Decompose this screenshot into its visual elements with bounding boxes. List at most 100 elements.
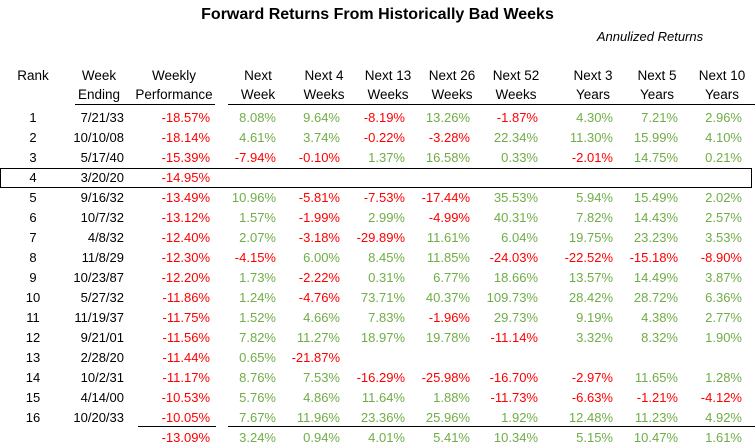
next-26-weeks-cell: -3.28%	[428, 130, 470, 145]
next-13-weeks-cell: 1.37%	[368, 150, 405, 165]
next-5-years-cell: 7.21%	[641, 110, 678, 125]
rank-cell: 4	[29, 170, 37, 185]
header-next-5-years: Next 5 Years	[637, 68, 677, 102]
weekly-performance-cell: -14.95%	[161, 170, 210, 185]
next-4-weeks-cell: -4.76%	[298, 290, 340, 305]
rank-cell: 3	[29, 150, 37, 165]
table-row: 13 2/28/20 -11.44% 0.65% -21.87%	[0, 348, 755, 368]
next-5-years-cell: 23.23%	[633, 230, 678, 245]
next-26-weeks-cell: 16.58%	[425, 150, 470, 165]
weekly-performance-cell: -15.39%	[161, 150, 210, 165]
next-5-years-cell: 11.65%	[634, 370, 678, 385]
rank-cell: 14	[25, 370, 41, 385]
next-52-weeks-cell: -11.73%	[490, 390, 538, 405]
rank-cell: 13	[25, 350, 41, 365]
next-3-years-cell: -6.63%	[571, 390, 613, 405]
week-ending-cell: 9/16/32	[80, 190, 124, 205]
rank-cell: 2	[29, 130, 37, 145]
next-3-years-cell: 12.48%	[568, 410, 613, 425]
average-row: -13.09% 3.24% 0.94% 4.01% 5.41% 10.34% 5.15% 10…	[0, 428, 755, 448]
table-row: 8 11/8/29 -12.30% -4.15% 6.00% 8.45% 11.85% -24…	[0, 248, 755, 268]
next-10-years-cell: 4.10%	[705, 130, 742, 145]
rank-cell: 7	[29, 230, 37, 245]
header-next-4-weeks: Next 4 Weeks	[303, 68, 345, 102]
weekly-performance-cell: -12.30%	[161, 250, 210, 265]
next-4-weeks-cell: 7.53%	[303, 370, 340, 385]
next-3-years-cell: -22.52%	[564, 250, 613, 265]
next-52-weeks-cell: 40.31%	[493, 210, 538, 225]
next-52-weeks-cell: 18.66%	[493, 270, 538, 285]
next-week-cell: -7.94%	[234, 150, 276, 165]
next-4-weeks-cell: 11.27%	[296, 330, 340, 345]
weekly-performance-cell: -18.57%	[161, 110, 210, 125]
next-week-cell: 1.52%	[239, 310, 276, 325]
week-ending-cell: 10/20/33	[73, 410, 124, 425]
week-ending-cell: 7/21/33	[80, 110, 124, 125]
next-13-weeks-cell: 2.99%	[368, 210, 405, 225]
next-26-weeks-cell: 6.77%	[433, 270, 470, 285]
next-52-weeks-cell: -24.03%	[489, 250, 538, 265]
table-row: 1 7/21/33 -18.57% 8.08% 9.64% -8.19% 13.26% -1.…	[0, 108, 755, 128]
average-weekly-cell: -13.09%	[161, 430, 210, 445]
next-10-years-cell: 3.53%	[705, 230, 742, 245]
next-4-weeks-cell: 11.96%	[296, 410, 340, 425]
next-13-weeks-cell: -29.89%	[356, 230, 405, 245]
next-week-cell: 4.61%	[239, 130, 276, 145]
next-3-years-cell: 28.42%	[568, 290, 613, 305]
table-row: 15 4/14/00 -10.53% 5.76% 4.86% 11.64% 1.88% -11…	[0, 388, 755, 408]
table-row: 5 9/16/32 -13.49% 10.96% -5.81% -7.53% -17.44%…	[0, 188, 755, 208]
next-10-years-cell: 6.36%	[705, 290, 742, 305]
week-ending-cell: 10/2/31	[80, 370, 124, 385]
next-26-weeks-cell: -17.44%	[421, 190, 470, 205]
next-5-years-cell: 14.75%	[633, 150, 678, 165]
header-week-ending: Week Ending	[77, 68, 121, 102]
average-next-13-weeks-cell: 4.01%	[368, 430, 405, 445]
next-week-cell: 1.24%	[239, 290, 276, 305]
next-10-years-cell: 2.96%	[705, 110, 742, 125]
table-row: 12 9/21/01 -11.56% 7.82% 11.27% 18.97% 19.78% -…	[0, 328, 755, 348]
next-26-weeks-cell: 13.26%	[425, 110, 470, 125]
next-5-years-cell: 14.49%	[633, 270, 678, 285]
next-10-years-cell: 2.02%	[705, 190, 742, 205]
header-weekly-performance: Weekly Performance	[135, 68, 213, 102]
weekly-performance-cell: -10.53%	[161, 390, 210, 405]
next-10-years-cell: 0.21%	[705, 150, 742, 165]
header-next-26-weeks: Next 26 Weeks	[428, 68, 476, 102]
next-5-years-cell: 15.49%	[633, 190, 678, 205]
weekly-performance-cell: -13.12%	[161, 210, 210, 225]
next-3-years-cell: 7.82%	[576, 210, 613, 225]
next-4-weeks-cell: 4.66%	[303, 310, 340, 325]
next-52-weeks-cell: 109.73%	[486, 290, 538, 305]
week-ending-cell: 10/7/32	[80, 210, 124, 225]
next-26-weeks-cell: 11.85%	[426, 250, 470, 265]
next-3-years-cell: 3.32%	[576, 330, 613, 345]
next-13-weeks-cell: 23.36%	[360, 410, 405, 425]
week-ending-cell: 4/8/32	[87, 230, 124, 245]
average-next-10-years-cell: 1.61%	[705, 430, 742, 445]
next-52-weeks-cell: 1.92%	[501, 410, 538, 425]
next-26-weeks-cell: 25.96%	[425, 410, 470, 425]
next-26-weeks-cell: 11.61%	[426, 230, 470, 245]
header-underline-right	[228, 104, 755, 105]
next-3-years-cell: 13.57%	[568, 270, 613, 285]
next-5-years-cell: -1.21%	[636, 390, 678, 405]
table-row: 6 10/7/32 -13.12% 1.57% -1.99% 2.99% -4.99% 40.…	[0, 208, 755, 228]
week-ending-cell: 10/10/08	[73, 130, 124, 145]
next-week-cell: 5.76%	[239, 390, 276, 405]
next-52-weeks-cell: -11.14%	[490, 330, 538, 345]
weekly-performance-cell: -10.05%	[161, 410, 210, 425]
next-26-weeks-cell: 19.78%	[425, 330, 470, 345]
rank-cell: 5	[29, 190, 37, 205]
next-52-weeks-cell: 0.33%	[501, 150, 538, 165]
header-next-52-weeks: Next 52 Weeks	[492, 68, 540, 102]
rank-cell: 16	[25, 410, 41, 425]
rank-cell: 15	[25, 390, 41, 405]
average-next-week-cell: 3.24%	[239, 430, 276, 445]
table-row: 14 10/2/31 -11.17% 8.76% 7.53% -16.29% -25.98%…	[0, 368, 755, 388]
next-26-weeks-cell: 40.37%	[425, 290, 470, 305]
next-4-weeks-cell: -2.22%	[298, 270, 340, 285]
average-topline-right	[228, 426, 755, 427]
next-10-years-cell: 2.57%	[705, 210, 742, 225]
table-row: 11 11/19/37 -11.75% 1.52% 4.66% 7.83% -1.96% 29…	[0, 308, 755, 328]
next-5-years-cell: 15.99%	[633, 130, 678, 145]
